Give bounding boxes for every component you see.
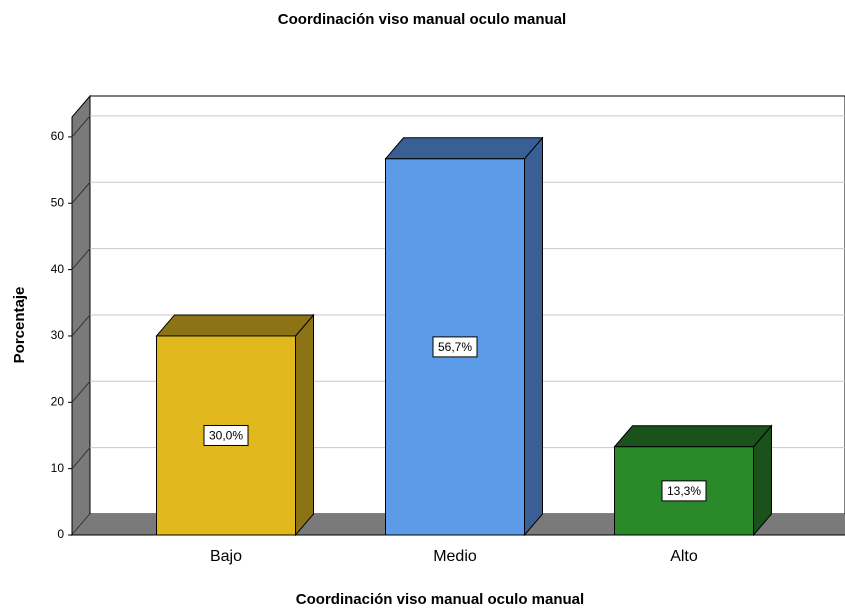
x-tick-label: Medio [433, 548, 477, 565]
grid-line [71, 181, 91, 204]
left-wall [71, 94, 91, 537]
y-tick-label: 40 [51, 262, 65, 276]
y-axis-title: Porcentaje [11, 287, 28, 364]
bar-top [613, 425, 773, 448]
y-tick-label: 50 [51, 195, 65, 209]
x-axis-title: Coordinación viso manual oculo manual [296, 591, 584, 608]
bar-side [295, 313, 314, 537]
y-tick-label: 30 [51, 328, 65, 342]
value-label: 13,3% [667, 484, 701, 498]
value-label-box [661, 480, 707, 502]
y-tick-label: 20 [51, 394, 65, 408]
bar-top [384, 137, 544, 160]
grid-line [71, 115, 91, 138]
grid-line [71, 314, 91, 337]
y-tick-label: 0 [57, 527, 64, 541]
value-label-box [203, 424, 249, 446]
x-tick-label: Alto [670, 548, 698, 565]
bar [613, 424, 773, 537]
grid-line [71, 447, 91, 469]
value-label: 56,7% [438, 340, 472, 354]
grid-line [71, 380, 91, 403]
bar-side [524, 136, 543, 537]
grid-line [71, 248, 91, 270]
x-tick-label: Bajo [210, 548, 242, 565]
bar-top [155, 314, 315, 337]
y-tick-label: 60 [51, 129, 65, 143]
y-tick-label: 10 [51, 461, 65, 475]
bar-front [614, 446, 754, 536]
value-label: 30,0% [209, 429, 243, 443]
chart-title: Coordinación viso manual oculo manual [278, 11, 566, 28]
value-label-box [432, 336, 478, 358]
